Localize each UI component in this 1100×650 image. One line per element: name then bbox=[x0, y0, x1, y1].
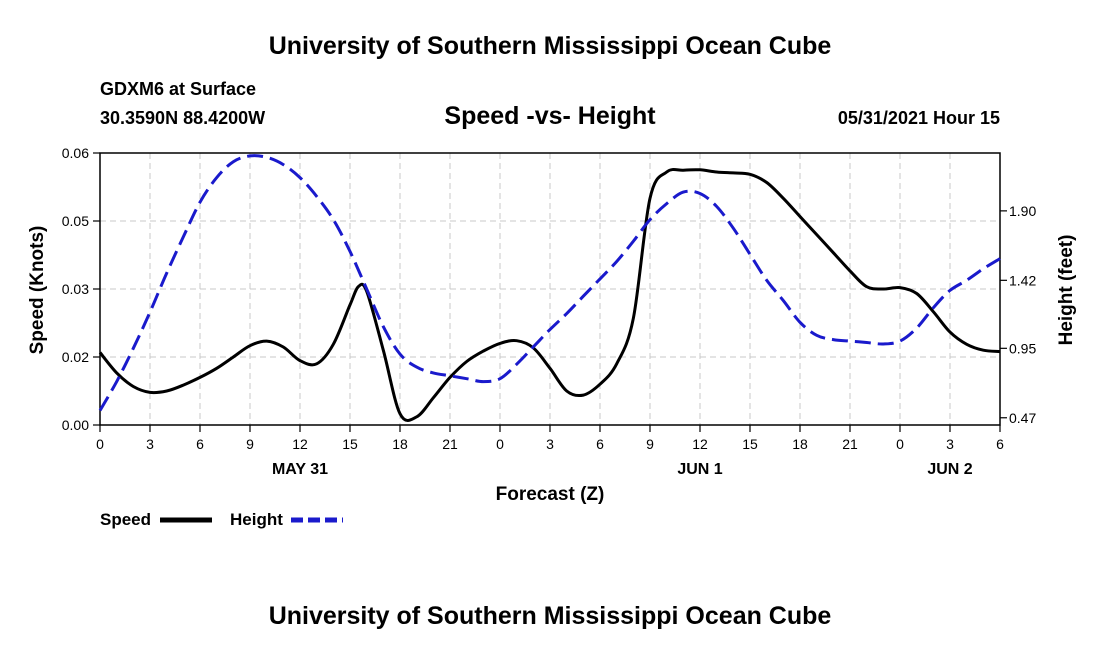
y-axis-left-label: Speed (Knots) bbox=[27, 226, 48, 355]
legend: Speed Height bbox=[100, 510, 343, 529]
x-tick-label: 9 bbox=[246, 436, 254, 452]
x-tick-label: 3 bbox=[946, 436, 954, 452]
x-tick-label: 3 bbox=[146, 436, 154, 452]
y-left-tick-label: 0.02 bbox=[62, 349, 89, 365]
x-tick-label: 0 bbox=[496, 436, 504, 452]
y-axis-right-label: Height (feet) bbox=[1056, 235, 1077, 346]
y-right-tick-label: 1.42 bbox=[1009, 272, 1036, 288]
x-tick-label: 6 bbox=[596, 436, 604, 452]
series-line-speed bbox=[98, 168, 1001, 422]
y-right-tick-label: 0.47 bbox=[1009, 410, 1036, 426]
page-title: University of Southern Mississippi Ocean… bbox=[269, 32, 832, 60]
y-left-tick-label: 0.00 bbox=[62, 417, 89, 433]
x-tick-label: 6 bbox=[996, 436, 1004, 452]
legend-speed-label: Speed bbox=[100, 510, 151, 529]
x-tick-label: 12 bbox=[692, 436, 708, 452]
x-tick-label: 15 bbox=[742, 436, 758, 452]
x-tick-label: 0 bbox=[96, 436, 104, 452]
chart-title: Speed -vs- Height bbox=[444, 102, 656, 130]
station-label: GDXM6 at Surface bbox=[100, 79, 256, 99]
y-left-tick-label: 0.05 bbox=[62, 213, 89, 229]
y-left-tick-label: 0.06 bbox=[62, 145, 89, 161]
date-label: MAY 31 bbox=[272, 461, 328, 478]
x-tick-label: 6 bbox=[196, 436, 204, 452]
y-left-tick-label: 0.03 bbox=[62, 281, 89, 297]
y-right-tick-label: 0.95 bbox=[1009, 340, 1036, 356]
x-tick-label: 21 bbox=[842, 436, 858, 452]
footer-title: University of Southern Mississippi Ocean… bbox=[269, 602, 832, 630]
x-tick-label: 3 bbox=[546, 436, 554, 452]
date-label: JUN 2 bbox=[927, 461, 972, 478]
series-layer bbox=[98, 154, 1001, 422]
x-tick-label: 18 bbox=[392, 436, 408, 452]
series-line-height bbox=[98, 154, 1001, 412]
x-tick-label: 18 bbox=[792, 436, 808, 452]
date-label: JUN 1 bbox=[677, 461, 722, 478]
x-axis-label: Forecast (Z) bbox=[496, 484, 605, 505]
x-tick-label: 0 bbox=[896, 436, 904, 452]
datetime-label: 05/31/2021 Hour 15 bbox=[838, 108, 1000, 128]
ticks: 0 3 6 9 12 15 18 21 0 3 6 9 12 15 18 21 0 3 6 MAY 31 JUN 1 JU… bbox=[62, 145, 1037, 478]
x-tick-label: 15 bbox=[342, 436, 358, 452]
legend-height-label: Height bbox=[230, 510, 283, 529]
coords-label: 30.3590N 88.4200W bbox=[100, 108, 265, 128]
y-right-tick-label: 1.90 bbox=[1009, 203, 1036, 219]
x-tick-label: 12 bbox=[292, 436, 308, 452]
grid bbox=[99, 152, 1001, 426]
x-tick-label: 21 bbox=[442, 436, 458, 452]
x-tick-label: 9 bbox=[646, 436, 654, 452]
